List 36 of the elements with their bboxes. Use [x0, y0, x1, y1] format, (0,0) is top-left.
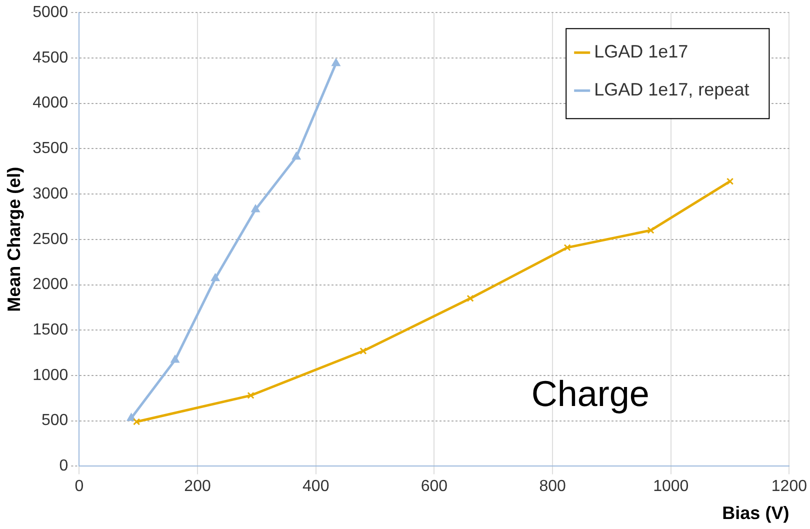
point	[127, 413, 136, 421]
legend-label: LGAD 1e17	[594, 42, 688, 62]
annotation: Charge	[531, 373, 650, 414]
x-tick-label: 1000	[653, 478, 689, 496]
point	[647, 226, 654, 234]
y-axis-title: Mean Charge (el)	[4, 166, 24, 312]
x-tick-label: 400	[302, 478, 330, 496]
x-tick-label: 200	[184, 478, 211, 496]
point	[292, 152, 301, 160]
point	[251, 204, 260, 212]
x-tick-label: 800	[539, 478, 566, 496]
y-tick-label: 3500	[32, 140, 68, 158]
y-tick-label: 500	[41, 412, 68, 430]
x-axis-title: Bias (V)	[722, 503, 790, 524]
point	[466, 294, 474, 302]
y-tick-label: 2000	[32, 276, 68, 294]
y-tick-label: 0	[59, 458, 68, 475]
point	[564, 244, 571, 252]
point	[726, 178, 734, 185]
point	[170, 355, 180, 363]
point	[133, 418, 140, 426]
y-tick-label: 4500	[32, 49, 68, 66]
point	[332, 58, 340, 66]
x-tick-label: 0	[74, 478, 84, 496]
legend-label: LGAD 1e17, repeat	[594, 80, 750, 100]
y-tick-label: 1000	[32, 366, 68, 384]
y-tick-label: 5000	[32, 4, 68, 22]
y-tick-label: 1500	[32, 322, 68, 339]
point	[211, 274, 220, 282]
y-tick-label: 4000	[32, 94, 68, 112]
x-tick-label: 1200	[771, 478, 808, 496]
point	[247, 392, 254, 400]
point	[360, 347, 367, 355]
x-tick-label: 600	[420, 478, 448, 496]
y-tick-label: 3000	[32, 185, 68, 202]
y-tick-label: 2500	[32, 230, 68, 248]
